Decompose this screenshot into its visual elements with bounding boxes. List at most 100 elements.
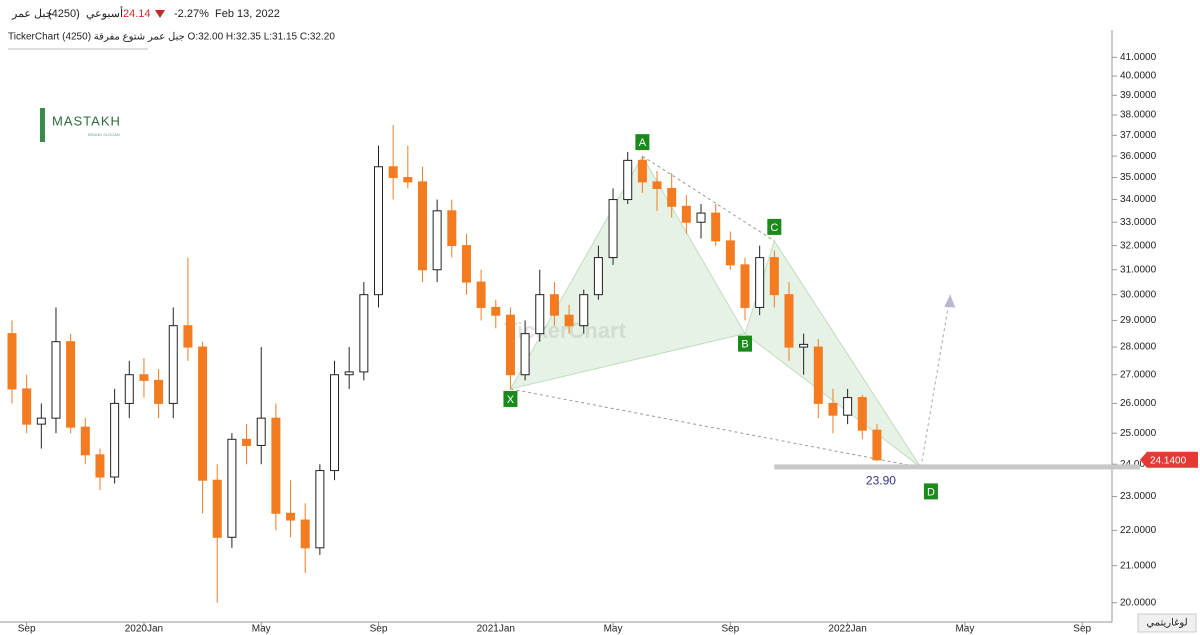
x-d-line: [510, 388, 922, 468]
y-tick-label: 20.0000: [1120, 597, 1157, 608]
candle-body: [549, 294, 559, 316]
candle-body: [403, 177, 413, 183]
y-tick-label: 36.0000: [1120, 151, 1157, 162]
candle-body: [843, 397, 853, 416]
candle-body: [681, 205, 691, 223]
candle-body: [828, 402, 838, 416]
candle-body: [154, 379, 164, 404]
candle-body: [476, 281, 486, 308]
candle-body: [51, 341, 61, 419]
candle-body: [315, 470, 325, 549]
last-price-tag: [1140, 451, 1198, 468]
candle-body: [461, 245, 471, 283]
candle-body: [857, 397, 867, 431]
y-tick-label: 30.0000: [1120, 289, 1157, 300]
candle-body: [593, 257, 603, 296]
candle-body: [388, 166, 398, 179]
candle-body: [95, 454, 105, 478]
candle-body: [124, 374, 134, 404]
candle-body: [330, 374, 340, 472]
candle-body: [740, 264, 750, 308]
candle-body: [505, 314, 515, 376]
candle-body: [417, 181, 427, 271]
candle-body: [872, 429, 882, 461]
pattern-label: D: [927, 486, 935, 498]
y-tick-label: 23.0000: [1120, 491, 1157, 502]
x-tick-label: Sep: [1073, 624, 1091, 635]
y-tick-label: 26.0000: [1120, 398, 1157, 409]
d-level-line: [774, 464, 1140, 470]
candle-body: [784, 294, 794, 348]
pattern-label-box: [503, 390, 518, 407]
candle-body: [432, 210, 442, 271]
candle-body: [608, 199, 618, 259]
candle-body: [344, 371, 354, 376]
candle-body: [227, 438, 237, 538]
x-tick-label: 2020Jan: [125, 624, 163, 635]
y-tick-label: 28.0000: [1120, 342, 1157, 353]
period: أسبوعي: [86, 6, 123, 20]
x-tick-label: May: [604, 624, 623, 635]
y-tick-label: 25.0000: [1120, 428, 1157, 439]
logo-slogan: BRAND SLOGAN: [88, 132, 120, 137]
y-tick-label: 29.0000: [1120, 315, 1157, 326]
d-value-label: 23.90: [866, 474, 896, 488]
candle-body: [637, 159, 647, 183]
candle-body: [242, 438, 252, 446]
stock-name: جبل عمر: [11, 8, 53, 20]
candle-body: [564, 314, 574, 327]
candle-body: [652, 181, 662, 189]
x-tick-label: 2021Jan: [477, 624, 515, 635]
change: -2.27%: [174, 8, 209, 20]
plot: 20.0000 21.0000 22.0000 23.0000 24.0000 25.00…: [7, 52, 1198, 635]
y-tick-label: 27.0000: [1120, 369, 1157, 380]
candle-body: [212, 479, 222, 538]
candle-body: [491, 306, 501, 316]
candle-body: [769, 257, 779, 296]
projection-arrow: [944, 294, 956, 308]
candle-body: [725, 240, 735, 266]
y-tick-label: 40.0000: [1120, 71, 1157, 82]
x-tick-label: Sep: [721, 624, 739, 635]
candle-body: [110, 402, 120, 478]
candle-body: [359, 294, 369, 373]
y-tick-label: 37.0000: [1120, 130, 1157, 141]
ohlc-line: TickerChart جبل عمر شتوع مفرقة (4250) O:…: [8, 32, 335, 43]
x-tick-label: Sep: [370, 624, 388, 635]
scale-button-label[interactable]: لوغاريتمي: [1146, 618, 1187, 629]
candle-body: [256, 417, 266, 446]
candle-body: [579, 294, 589, 327]
pattern-label: B: [741, 339, 748, 351]
y-tick-label: 32.0000: [1120, 240, 1157, 251]
scale-button[interactable]: [1137, 613, 1197, 633]
last-price-label: 24.1400: [1150, 455, 1187, 466]
y-tick-label: 33.0000: [1120, 217, 1157, 228]
pattern-label: X: [507, 394, 515, 406]
down-arrow: [155, 10, 165, 18]
logo-mark: [40, 108, 45, 142]
candle-body: [271, 417, 281, 514]
y-tick-label: 41.0000: [1120, 52, 1157, 63]
y-tick-label: 22.0000: [1120, 525, 1157, 536]
candle-body: [667, 187, 677, 207]
y-tick-label: 34.0000: [1120, 194, 1157, 205]
y-tick-label: 21.0000: [1120, 560, 1157, 571]
logo-name: MASTAKH: [52, 113, 121, 128]
candle-body: [535, 294, 545, 335]
projection-line: [920, 294, 951, 468]
x-tick-label: 2022Jan: [828, 624, 866, 635]
candle-body: [183, 325, 193, 348]
y-tick-label: 24.0000: [1120, 459, 1157, 470]
candle-body: [22, 388, 32, 425]
pattern-label-box: [923, 483, 938, 500]
candle-body: [66, 341, 76, 428]
candle-body: [623, 159, 633, 201]
y-tick-label: 31.0000: [1120, 264, 1157, 275]
candle-body: [300, 519, 310, 549]
y-tick-label: 39.0000: [1120, 90, 1157, 101]
pattern-label-box: [767, 218, 782, 235]
x-tick-label: May: [955, 624, 974, 635]
candle-body: [711, 212, 721, 242]
